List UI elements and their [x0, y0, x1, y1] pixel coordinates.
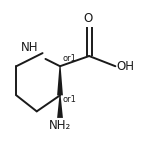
Text: O: O [84, 12, 93, 25]
Text: or1: or1 [63, 95, 77, 104]
Text: OH: OH [117, 60, 135, 73]
Text: or1: or1 [63, 54, 77, 64]
Polygon shape [57, 66, 63, 95]
Text: NH₂: NH₂ [49, 119, 71, 132]
Text: NH: NH [21, 41, 38, 54]
Polygon shape [57, 95, 63, 118]
